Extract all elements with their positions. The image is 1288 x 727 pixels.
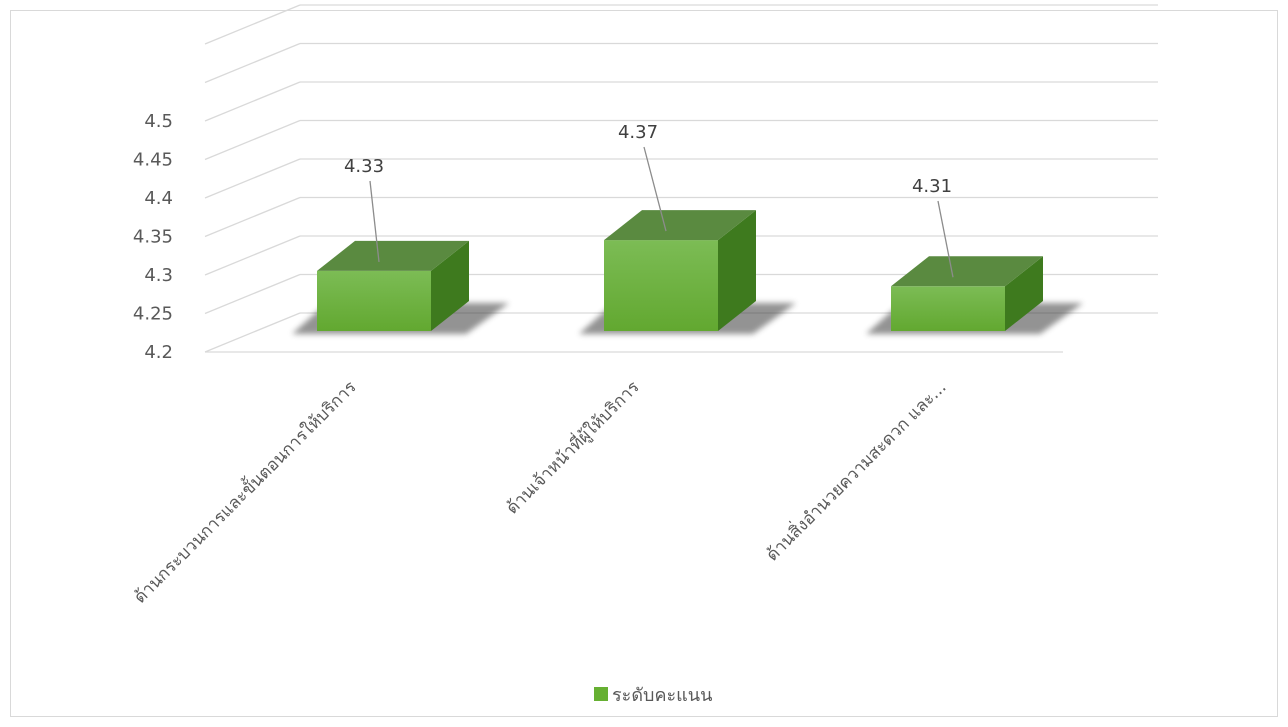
y-tick-label: 4.35 (133, 227, 173, 248)
bar-side (1005, 256, 1043, 331)
bar-top (604, 210, 756, 241)
y-tick-label: 4.45 (133, 150, 173, 171)
side-gridline (204, 81, 301, 122)
chart-area (10, 10, 1278, 717)
y-tick-label: 4.3 (144, 265, 173, 286)
bar-group (579, 210, 796, 334)
bar-group (866, 256, 1083, 334)
gridlines (204, 4, 1158, 353)
y-axis-ticks: 4.2 4.25 4.3 4.35 4.4 4.45 4.5 (133, 111, 173, 363)
bar (604, 240, 718, 331)
bar-side (431, 240, 469, 331)
bar-group (292, 240, 509, 334)
bar (891, 286, 1005, 331)
legend-swatch (594, 687, 608, 701)
bar-top (891, 256, 1043, 287)
data-label: 4.37 (618, 122, 658, 143)
y-tick-label: 4.25 (133, 304, 173, 325)
y-tick-label: 4.2 (144, 342, 173, 363)
y-tick-label: 4.5 (144, 111, 173, 132)
label-leader-line (643, 146, 667, 232)
category-labels: ด้านกระบวนการและขั้นตอนการให้บริการ ด้านเ… (128, 375, 950, 607)
legend-label: ระดับคะแนน (612, 684, 713, 706)
side-gridline (204, 312, 301, 353)
side-gridline (204, 4, 301, 45)
bar-top (317, 240, 469, 271)
legend: ระดับคะแนน (594, 681, 712, 707)
side-gridline (204, 119, 301, 161)
label-leader-line (369, 180, 380, 262)
data-labels: 4.33 4.37 4.31 (344, 122, 954, 278)
side-gridline (204, 42, 301, 84)
bar-side (718, 210, 756, 331)
data-label: 4.33 (344, 156, 384, 177)
data-label: 4.31 (912, 176, 952, 197)
side-gridline (204, 273, 301, 315)
bar (317, 270, 431, 331)
label-leader-line (937, 200, 954, 278)
side-gridline (204, 196, 301, 238)
bars (292, 210, 1083, 334)
category-label: ด้านเจ้าหน้าที่ผู้ให้บริการ (500, 375, 643, 518)
category-label: ด้านกระบวนการและขั้นตอนการให้บริการ (128, 375, 360, 607)
category-label: ด้านสิ่งอำนวยความสะดวก และ... (760, 375, 950, 565)
side-gridline (204, 158, 301, 199)
y-tick-label: 4.4 (144, 188, 173, 209)
side-gridline (204, 235, 301, 276)
